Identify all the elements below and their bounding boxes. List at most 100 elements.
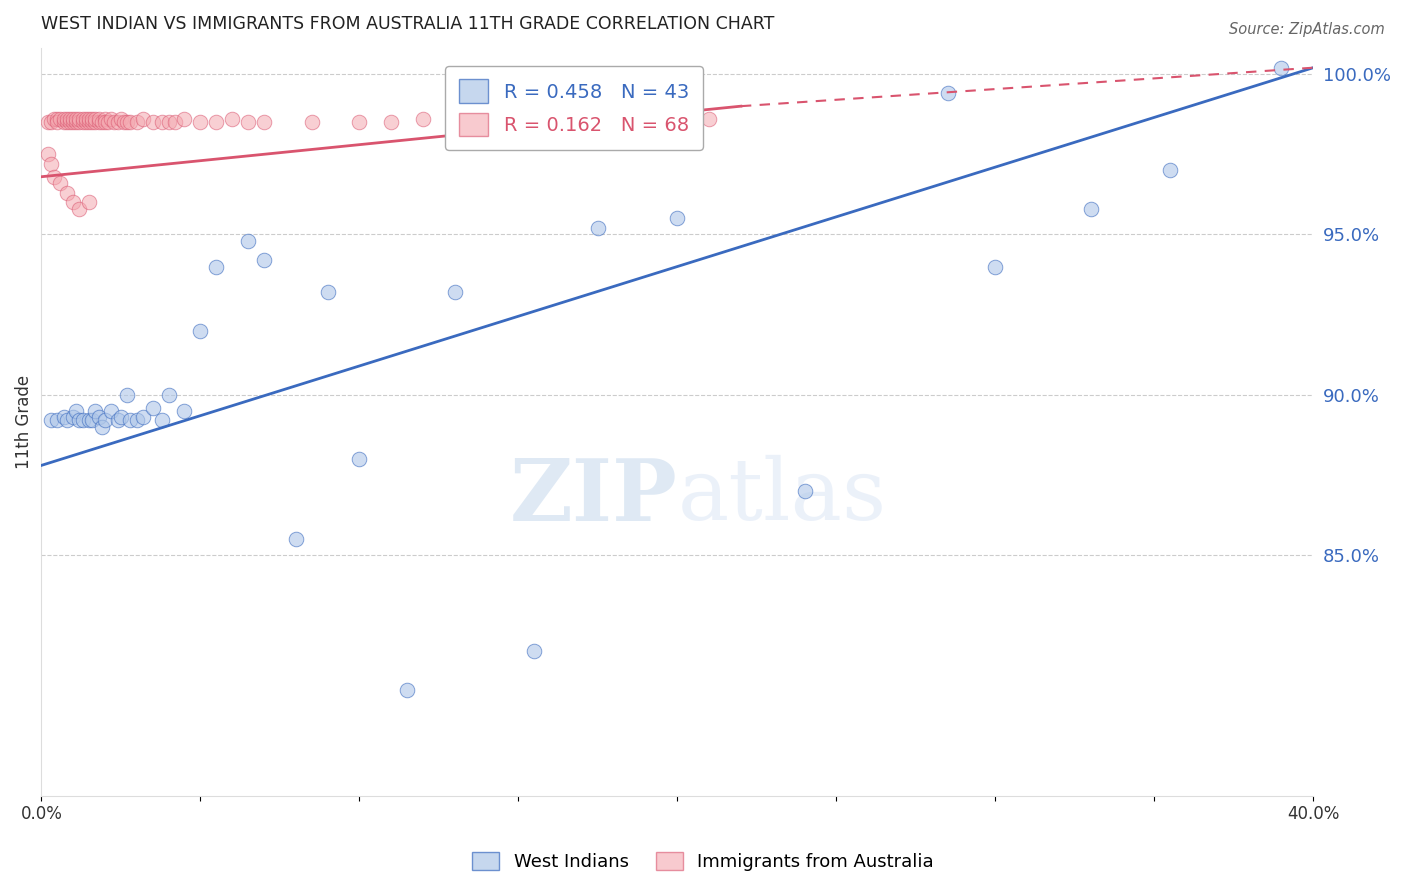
Point xyxy=(1159,163,1181,178)
Point xyxy=(82,115,104,129)
Point xyxy=(62,195,84,210)
Point xyxy=(84,112,107,126)
Point xyxy=(132,410,155,425)
Point xyxy=(125,115,148,129)
Point xyxy=(349,452,371,467)
Text: Source: ZipAtlas.com: Source: ZipAtlas.com xyxy=(1229,22,1385,37)
Point xyxy=(115,115,138,129)
Point xyxy=(236,115,259,129)
Point xyxy=(380,115,402,129)
Point xyxy=(103,115,125,129)
Point xyxy=(205,115,228,129)
Point xyxy=(72,115,94,129)
Point xyxy=(571,115,593,129)
Point xyxy=(253,253,276,268)
Point xyxy=(94,115,117,129)
Text: atlas: atlas xyxy=(678,455,886,539)
Point xyxy=(157,115,180,129)
Point xyxy=(188,115,211,129)
Point xyxy=(107,413,129,427)
Point xyxy=(94,112,117,126)
Point xyxy=(984,260,1007,274)
Point xyxy=(284,532,307,546)
Point xyxy=(301,115,323,129)
Point xyxy=(1270,61,1292,75)
Point xyxy=(69,115,91,129)
Point xyxy=(42,169,65,184)
Text: WEST INDIAN VS IMMIGRANTS FROM AUSTRALIA 11TH GRADE CORRELATION CHART: WEST INDIAN VS IMMIGRANTS FROM AUSTRALIA… xyxy=(41,15,775,33)
Point xyxy=(150,115,173,129)
Point xyxy=(52,112,75,126)
Point xyxy=(697,112,720,126)
Point xyxy=(110,410,132,425)
Point xyxy=(49,112,72,126)
Point xyxy=(349,115,371,129)
Point xyxy=(55,112,77,126)
Point xyxy=(39,413,62,427)
Point xyxy=(77,195,100,210)
Point xyxy=(55,413,77,427)
Point xyxy=(77,413,100,427)
Point xyxy=(107,115,129,129)
Point xyxy=(120,413,142,427)
Point xyxy=(94,413,117,427)
Point xyxy=(253,115,276,129)
Point xyxy=(87,112,110,126)
Point xyxy=(37,147,59,161)
Point xyxy=(1080,202,1102,216)
Point xyxy=(666,211,689,226)
Point xyxy=(65,112,87,126)
Point xyxy=(150,413,173,427)
Point xyxy=(936,87,959,101)
Point xyxy=(75,115,97,129)
Point xyxy=(72,112,94,126)
Point xyxy=(55,186,77,200)
Point xyxy=(586,221,609,235)
Point xyxy=(84,404,107,418)
Point xyxy=(72,413,94,427)
Point xyxy=(523,644,546,658)
Point xyxy=(39,157,62,171)
Point xyxy=(62,112,84,126)
Point xyxy=(65,404,87,418)
Point xyxy=(205,260,228,274)
Point xyxy=(395,682,418,697)
Point xyxy=(52,410,75,425)
Point xyxy=(120,115,142,129)
Point xyxy=(173,404,195,418)
Point xyxy=(221,112,243,126)
Point xyxy=(316,285,339,300)
Legend: R = 0.458   N = 43, R = 0.162   N = 68: R = 0.458 N = 43, R = 0.162 N = 68 xyxy=(446,66,703,150)
Point xyxy=(97,115,120,129)
Point xyxy=(69,413,91,427)
Point xyxy=(236,234,259,248)
Point xyxy=(412,112,434,126)
Point xyxy=(59,115,82,129)
Point xyxy=(100,112,122,126)
Point xyxy=(77,112,100,126)
Point xyxy=(132,112,155,126)
Point xyxy=(87,410,110,425)
Point xyxy=(443,285,465,300)
Point xyxy=(125,413,148,427)
Point xyxy=(84,115,107,129)
Point xyxy=(39,115,62,129)
Point xyxy=(69,202,91,216)
Point xyxy=(142,115,165,129)
Point xyxy=(62,410,84,425)
Legend: West Indians, Immigrants from Australia: West Indians, Immigrants from Australia xyxy=(465,845,941,879)
Point xyxy=(82,413,104,427)
Point xyxy=(112,115,135,129)
Point xyxy=(90,420,112,434)
Point xyxy=(793,484,815,499)
Point xyxy=(110,112,132,126)
Point xyxy=(52,115,75,129)
Point xyxy=(65,115,87,129)
Point xyxy=(77,115,100,129)
Point xyxy=(69,112,91,126)
Y-axis label: 11th Grade: 11th Grade xyxy=(15,375,32,469)
Point xyxy=(59,112,82,126)
Point xyxy=(142,401,165,415)
Point xyxy=(90,115,112,129)
Point xyxy=(115,388,138,402)
